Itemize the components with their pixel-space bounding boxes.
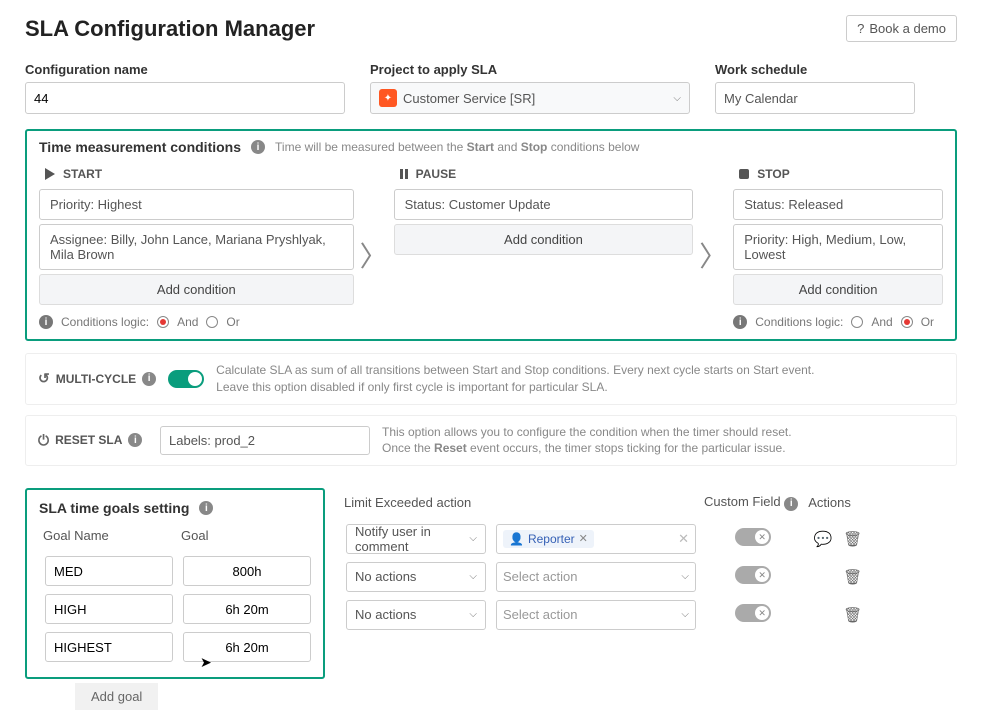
info-icon: i [733, 315, 747, 329]
col-actions: Actions [806, 490, 870, 519]
reporter-tag[interactable]: 👤 Reporter ✕ [503, 530, 594, 548]
start-condition-item[interactable]: Priority: Highest [39, 189, 354, 220]
schedule-label: Work schedule [715, 62, 915, 77]
start-header: START [39, 163, 354, 185]
cycle-icon: ↺ [38, 370, 50, 387]
reset-sla-desc: This option allows you to configure the … [382, 424, 944, 458]
goal-value-input[interactable] [183, 594, 311, 624]
limit-action-select[interactable]: Notify user in comment⌵ [346, 524, 486, 554]
page-title: SLA Configuration Manager [25, 16, 315, 42]
or-radio[interactable] [901, 316, 913, 328]
delete-icon[interactable]: 🗑 [840, 602, 866, 628]
action-tag-input[interactable]: Select action⌵ [496, 600, 696, 630]
comment-icon[interactable]: 💬 [810, 526, 836, 552]
reset-sla-input[interactable] [160, 426, 370, 455]
limit-action-select[interactable]: No actions⌵ [346, 600, 486, 630]
book-demo-label: Book a demo [869, 21, 946, 36]
stop-header: STOP [733, 163, 943, 185]
logic-label: Conditions logic: [755, 315, 843, 329]
logic-label: Conditions logic: [61, 315, 149, 329]
play-icon [45, 168, 55, 180]
goal-name-input[interactable] [45, 594, 173, 624]
project-value: Customer Service [SR] [403, 91, 535, 106]
custom-field-toggle[interactable]: ✕ [735, 528, 771, 546]
power-icon: ⏻ [38, 432, 49, 449]
pause-icon [400, 169, 408, 179]
project-select[interactable]: ✦ Customer Service [SR] ⌵ [370, 82, 690, 114]
or-label: Or [226, 315, 239, 329]
info-icon[interactable]: i [784, 497, 798, 511]
pause-condition-item[interactable]: Status: Customer Update [394, 189, 694, 220]
chevron-down-icon: ⌵ [673, 93, 681, 104]
reset-sla-label: ⏻ RESET SLA i [38, 432, 148, 449]
start-label: START [63, 167, 102, 181]
action-tag-input[interactable]: Select action⌵ [496, 562, 696, 592]
multi-cycle-desc: Calculate SLA as sum of all transitions … [216, 362, 944, 396]
stop-condition-item[interactable]: Priority: High, Medium, Low, Lowest [733, 224, 943, 270]
and-label: And [871, 315, 892, 329]
chevron-down-icon: ⌵ [469, 609, 477, 620]
schedule-select[interactable]: My Calendar [715, 82, 915, 114]
time-conditions-title: Time measurement conditions [39, 139, 241, 155]
chevron-down-icon: ⌵ [469, 533, 477, 544]
add-condition-button[interactable]: Add condition [39, 274, 354, 305]
chevron-down-icon: ⌵ [681, 609, 689, 620]
add-condition-button[interactable]: Add condition [394, 224, 694, 255]
col-goal-name: Goal Name [41, 524, 177, 551]
pause-label: PAUSE [416, 167, 456, 181]
project-label: Project to apply SLA [370, 62, 690, 77]
limit-action-select[interactable]: No actions⌵ [346, 562, 486, 592]
delete-icon[interactable]: 🗑 [840, 526, 866, 552]
remove-tag-icon[interactable]: ✕ [579, 532, 588, 545]
info-icon: i [39, 315, 53, 329]
project-icon: ✦ [379, 89, 397, 107]
info-icon[interactable]: i [142, 372, 156, 386]
and-label: And [177, 315, 198, 329]
config-name-label: Configuration name [25, 62, 345, 77]
custom-field-toggle[interactable]: ✕ [735, 604, 771, 622]
goals-title: SLA time goals setting [39, 500, 189, 516]
config-name-input[interactable] [25, 82, 345, 114]
action-tag-input[interactable]: 👤 Reporter ✕ ✕ [496, 524, 696, 554]
book-demo-button[interactable]: ? Book a demo [846, 15, 957, 42]
stop-label: STOP [757, 167, 789, 181]
delete-icon[interactable]: 🗑 [840, 564, 866, 590]
stop-condition-item[interactable]: Status: Released [733, 189, 943, 220]
multi-cycle-label: ↺ MULTI-CYCLE i [38, 370, 156, 387]
multi-cycle-toggle[interactable] [168, 370, 204, 388]
goal-name-input[interactable] [45, 632, 173, 662]
chevron-down-icon: ⌵ [469, 571, 477, 582]
clear-icon[interactable]: ✕ [678, 531, 689, 547]
goal-value-input[interactable] [183, 632, 311, 662]
help-icon: ? [857, 21, 864, 36]
and-radio[interactable] [851, 316, 863, 328]
time-conditions-hint: Time will be measured between the Start … [275, 140, 639, 154]
schedule-value: My Calendar [724, 91, 798, 106]
info-icon[interactable]: i [251, 140, 265, 154]
info-icon[interactable]: i [199, 501, 213, 515]
and-radio[interactable] [157, 316, 169, 328]
arrow-icon: 〉 [360, 217, 388, 275]
info-icon[interactable]: i [128, 433, 142, 447]
arrow-icon: 〉 [699, 217, 727, 275]
custom-field-toggle[interactable]: ✕ [735, 566, 771, 584]
col-goal: Goal [179, 524, 315, 551]
goal-value-input[interactable] [183, 556, 311, 586]
goal-name-input[interactable] [45, 556, 173, 586]
pause-header: PAUSE [394, 163, 694, 185]
chevron-down-icon: ⌵ [681, 571, 689, 582]
start-condition-item[interactable]: Assignee: Billy, John Lance, Mariana Pry… [39, 224, 354, 270]
stop-icon [739, 169, 749, 179]
col-limit: Limit Exceeded action [342, 490, 490, 519]
or-label: Or [921, 315, 934, 329]
or-radio[interactable] [206, 316, 218, 328]
add-condition-button[interactable]: Add condition [733, 274, 943, 305]
add-goal-button[interactable]: Add goal [75, 683, 158, 710]
col-custom: Custom Field i [702, 490, 804, 519]
